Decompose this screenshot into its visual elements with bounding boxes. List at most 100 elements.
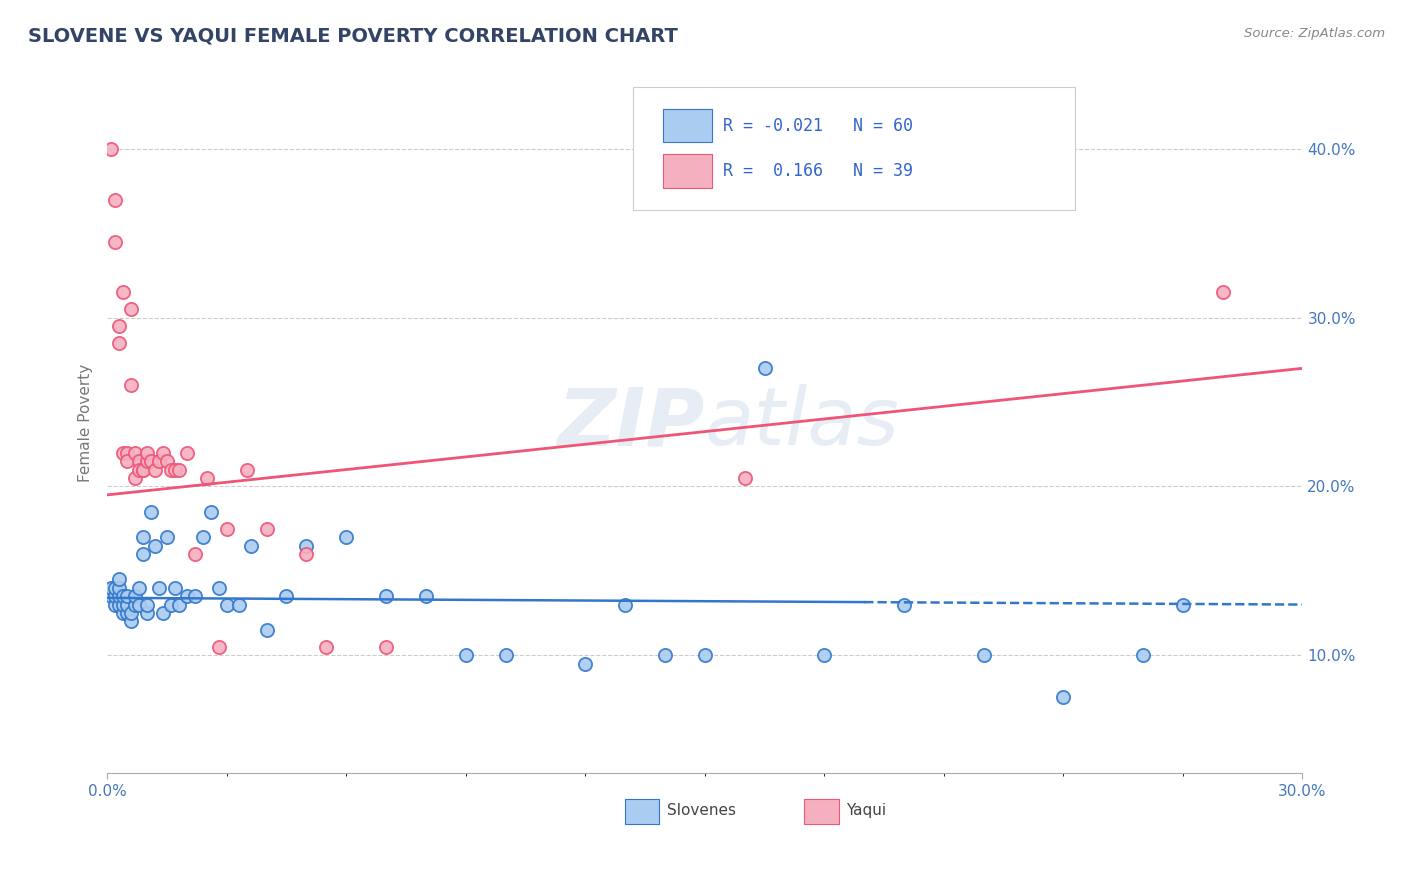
Point <box>256 522 278 536</box>
Point <box>167 598 190 612</box>
Point <box>184 589 207 603</box>
Point <box>112 606 135 620</box>
Point <box>315 640 337 654</box>
Point <box>574 657 596 671</box>
Point <box>104 235 127 249</box>
Point <box>200 505 222 519</box>
Point <box>139 454 162 468</box>
Point <box>813 648 835 663</box>
Point <box>208 581 231 595</box>
Point <box>1212 285 1234 300</box>
Point <box>120 302 142 317</box>
FancyBboxPatch shape <box>664 109 711 143</box>
Point <box>973 648 995 663</box>
Y-axis label: Female Poverty: Female Poverty <box>79 364 93 483</box>
Point <box>184 547 207 561</box>
Point <box>163 581 186 595</box>
Point <box>136 598 159 612</box>
Point <box>176 589 198 603</box>
Text: ZIP: ZIP <box>557 384 704 462</box>
Point <box>112 446 135 460</box>
Point <box>167 462 190 476</box>
Point <box>128 462 150 476</box>
Text: Yaqui: Yaqui <box>846 803 886 818</box>
Point <box>215 522 238 536</box>
Point <box>235 462 257 476</box>
Point <box>115 454 138 468</box>
Point <box>108 581 131 595</box>
Point <box>132 530 155 544</box>
Point <box>104 581 127 595</box>
Point <box>148 454 170 468</box>
Point <box>239 539 262 553</box>
Point <box>335 530 357 544</box>
Point <box>754 361 776 376</box>
Point <box>208 640 231 654</box>
Point <box>128 581 150 595</box>
Point <box>143 462 166 476</box>
Point <box>132 547 155 561</box>
Point <box>104 589 127 603</box>
Point <box>256 623 278 637</box>
Point <box>100 581 122 595</box>
Point <box>104 193 127 207</box>
Point <box>375 640 398 654</box>
Point <box>156 530 179 544</box>
Point <box>124 471 146 485</box>
Text: Source: ZipAtlas.com: Source: ZipAtlas.com <box>1244 27 1385 40</box>
Point <box>163 462 186 476</box>
Point <box>132 462 155 476</box>
Point <box>108 572 131 586</box>
Point <box>152 446 174 460</box>
Point <box>128 598 150 612</box>
Point <box>156 454 179 468</box>
Point <box>120 615 142 629</box>
Point <box>1132 648 1154 663</box>
Point <box>124 446 146 460</box>
Point <box>734 471 756 485</box>
Point <box>100 142 122 156</box>
Point <box>160 462 183 476</box>
Point <box>108 598 131 612</box>
Point <box>495 648 517 663</box>
Point <box>654 648 676 663</box>
Point <box>128 454 150 468</box>
Point <box>1052 690 1074 705</box>
Point <box>176 446 198 460</box>
Point <box>152 606 174 620</box>
Point <box>132 462 155 476</box>
Point <box>295 547 318 561</box>
Text: R = -0.021   N = 60: R = -0.021 N = 60 <box>723 117 912 135</box>
Point <box>120 378 142 392</box>
Point <box>124 598 146 612</box>
Point <box>108 336 131 351</box>
Point <box>112 598 135 612</box>
Point <box>120 606 142 620</box>
Point <box>115 446 138 460</box>
Point <box>215 598 238 612</box>
Point <box>143 539 166 553</box>
FancyBboxPatch shape <box>624 799 659 824</box>
Point <box>100 589 122 603</box>
Point <box>115 598 138 612</box>
Point <box>112 589 135 603</box>
Text: R =  0.166   N = 39: R = 0.166 N = 39 <box>723 162 912 180</box>
Point <box>228 598 250 612</box>
Point <box>115 606 138 620</box>
Point <box>276 589 298 603</box>
Point <box>136 454 159 468</box>
Point <box>415 589 437 603</box>
Point <box>191 530 214 544</box>
FancyBboxPatch shape <box>633 87 1076 210</box>
Point <box>139 505 162 519</box>
Point <box>108 589 131 603</box>
Point <box>893 598 915 612</box>
Point <box>112 285 135 300</box>
Point <box>160 598 183 612</box>
Point <box>614 598 637 612</box>
Text: atlas: atlas <box>704 384 900 462</box>
FancyBboxPatch shape <box>664 154 711 188</box>
Point <box>195 471 218 485</box>
Point <box>454 648 477 663</box>
Point <box>136 446 159 460</box>
